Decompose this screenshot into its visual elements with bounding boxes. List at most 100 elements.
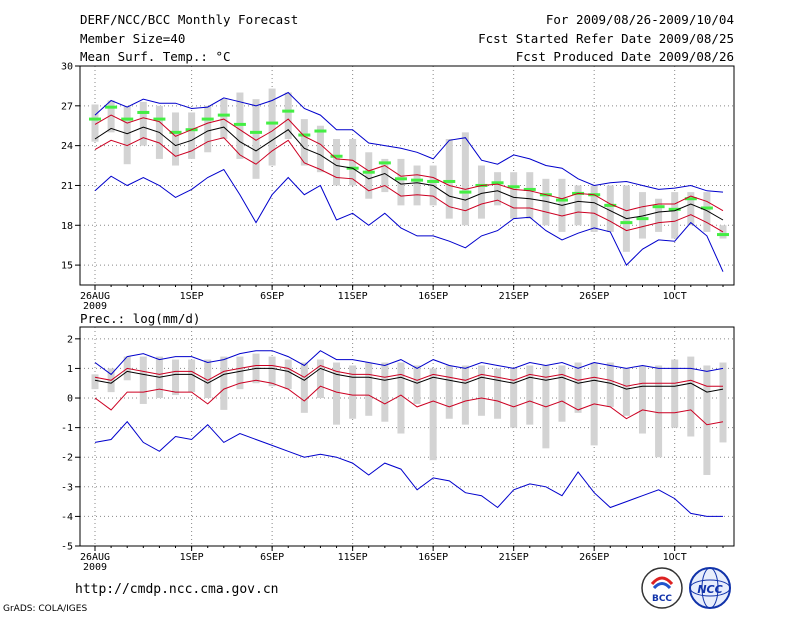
temp-marker-37 — [668, 207, 681, 211]
temp-ytick-label-2: 21 — [61, 181, 73, 192]
temp-xtick-label-4: 16SEP — [418, 291, 448, 302]
temp-ensemble-bar-35 — [638, 192, 646, 239]
temp-marker-40 — [717, 233, 729, 237]
temp-ensemble-bar-39 — [703, 192, 711, 232]
prec-ensemble-bar-17 — [349, 365, 357, 419]
prec-ensemble-bar-31 — [574, 362, 582, 413]
prec-frame — [79, 326, 735, 547]
prec-ensemble-bar-15 — [316, 359, 324, 399]
prec-ytick-label-2: -3 — [61, 482, 73, 493]
temp-marker-27 — [507, 185, 520, 189]
temp-ensemble-bar-16 — [333, 139, 341, 186]
ncc-logo-text: NCC — [697, 583, 722, 596]
temp-ensemble-bar-3 — [123, 105, 131, 165]
prec-ensemble-bar-38 — [687, 356, 695, 437]
temp-ensemble-bar-8 — [204, 105, 212, 153]
prec-ensemble-bar-23 — [445, 365, 453, 419]
prec-ensemble-bar-22 — [429, 368, 437, 461]
prec-ensemble-bar-27 — [510, 368, 518, 428]
temp-xtick-label-7: 1OCT — [663, 291, 687, 302]
temp-ensemble-bar-25 — [477, 165, 485, 219]
temp-marker-24 — [459, 190, 472, 194]
temp-ytick-label-1: 18 — [61, 221, 73, 232]
prec-ensemble-bar-40 — [719, 362, 727, 443]
prec-ensemble-bar-26 — [494, 368, 502, 419]
bcc-logo-icon: BCC — [640, 566, 684, 610]
prec-ensemble-bar-34 — [622, 368, 630, 416]
temp-frame — [79, 65, 735, 286]
temp-marker-11 — [250, 130, 263, 134]
prec-xtick-label-4: 16SEP — [418, 552, 448, 563]
temp-marker-22 — [427, 179, 440, 183]
temp-series-min-line — [94, 168, 724, 272]
temp-ensemble-bar-27 — [510, 172, 518, 219]
temp-marker-4 — [137, 110, 150, 114]
prec-ensemble-bar-7 — [188, 359, 196, 393]
forecast-period: For 2009/08/26-2009/10/04 — [545, 12, 734, 27]
temp-marker-13 — [282, 109, 295, 113]
temp-xtick-label-3: 11SEP — [338, 291, 368, 302]
temp-marker-20 — [394, 177, 407, 181]
temp-ensemble-bar-21 — [413, 165, 421, 206]
bcc-logo-text: BCC — [652, 594, 672, 604]
temp-ensemble-bar-1 — [91, 104, 99, 142]
temp-marker-33 — [604, 203, 617, 207]
temp-ensemble-bar-40 — [719, 225, 727, 239]
temp-ensemble-bar-2 — [107, 100, 115, 133]
prec-ensemble-bar-12 — [268, 356, 276, 387]
temp-xtick-label-1: 1SEP — [180, 291, 204, 302]
prec-ytick-label-1: -4 — [61, 512, 73, 523]
prec-xtick-label-5: 21SEP — [499, 552, 529, 563]
prec-ensemble-bar-28 — [526, 365, 534, 425]
temp-ensemble-bar-37 — [671, 192, 679, 239]
prec-ensemble-bar-20 — [397, 362, 405, 434]
temp-year-label: 2009 — [83, 301, 107, 312]
temp-marker-6 — [169, 130, 182, 134]
temp-ensemble-bar-32 — [590, 185, 598, 232]
prec-ensemble-bar-24 — [461, 365, 469, 425]
source-url: http://cmdp.ncc.cma.gov.cn — [75, 582, 279, 597]
prec-ensemble-bar-30 — [558, 365, 566, 422]
temp-ensemble-bar-29 — [542, 178, 550, 226]
prec-xtick-label-7: 1OCT — [663, 552, 687, 563]
prec-ensemble-bar-16 — [333, 362, 341, 425]
temp-marker-18 — [362, 170, 375, 174]
prec-ensemble-bar-36 — [655, 365, 663, 458]
temp-ensemble-bar-4 — [139, 101, 147, 146]
temp-ytick-label-0: 15 — [61, 261, 73, 272]
temp-ensemble-bar-33 — [606, 185, 614, 232]
temp-ensemble-bar-19 — [381, 158, 389, 193]
temp-ytick-label-5: 30 — [61, 62, 73, 73]
prec-ensemble-bar-9 — [220, 356, 228, 410]
temperature-panel: 15 18 21 24 27 30 26AUG 1SEP 6SEP 11SEP 16SEP 21SEP… — [61, 62, 735, 312]
prec-ensemble-bar-10 — [236, 356, 244, 390]
member-size-label: Member Size=40 — [80, 31, 186, 46]
prec-ytick-label-7: 2 — [67, 334, 73, 345]
prec-xtick-label-2: 6SEP — [260, 552, 284, 563]
temp-ensemble-bar-38 — [687, 192, 695, 226]
temp-marker-19 — [378, 161, 391, 165]
temp-xtick-label-5: 21SEP — [499, 291, 529, 302]
temp-marker-30 — [555, 198, 568, 202]
temp-ensemble-bar-12 — [268, 88, 276, 166]
temp-xtick-label-2: 6SEP — [260, 291, 284, 302]
temp-marker-8 — [201, 117, 214, 121]
temp-marker-3 — [121, 117, 134, 121]
temp-series-max-line — [94, 91, 724, 193]
prec-ensemble-bar-25 — [477, 365, 485, 416]
temp-marker-26 — [491, 181, 504, 185]
prec-ensemble-bar-6 — [172, 359, 180, 396]
prec-ytick-label-0: -5 — [61, 542, 73, 553]
chart-title: DERF/NCC/BCC Monthly Forecast — [80, 12, 299, 27]
temp-marker-14 — [298, 133, 311, 137]
prec-ensemble-bar-4 — [139, 356, 147, 404]
temp-marker-28 — [523, 187, 536, 191]
temp-marker-23 — [443, 179, 456, 183]
temp-marker-5 — [153, 117, 166, 121]
temp-xtick-label-0: 26AUG — [80, 291, 110, 302]
temp-marker-35 — [636, 217, 649, 221]
temp-marker-9 — [217, 113, 230, 117]
precipitation-panel: -5 -4 -3 -2 -1 0 1 2 26AUG 1SEP 6SEP 11SEP 16SEP 21SE… — [61, 326, 735, 573]
prec-ytick-label-3: -2 — [61, 453, 73, 464]
